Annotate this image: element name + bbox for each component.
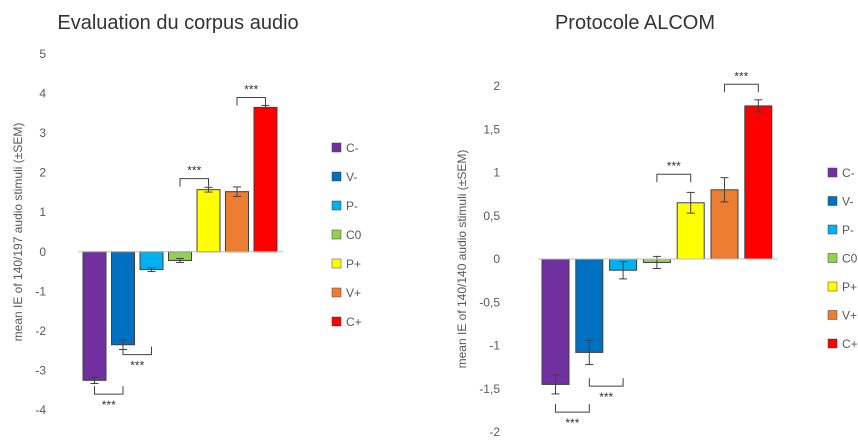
significance-label: *** [565, 416, 579, 430]
legend-entry: C+ [842, 337, 858, 351]
bar-P- [139, 251, 164, 271]
legend-entry: V+ [842, 309, 857, 323]
significance-label: *** [667, 159, 681, 173]
chart-title: Protocole ALCOM [555, 12, 715, 34]
legend-swatch [331, 171, 342, 182]
legend-swatch [331, 287, 342, 298]
y-tick-label: 1,5 [483, 122, 500, 136]
y-tick-label: 4 [39, 87, 46, 101]
significance-bracket [656, 173, 692, 183]
y-axis-label: mean IE of 140/197 audio stimuli (±SEM) [11, 123, 25, 342]
y-tick-label: -1,5 [479, 382, 500, 396]
y-tick-label: 0 [39, 245, 46, 259]
y-tick-label: 1 [39, 205, 46, 219]
legend-entry: C+ [346, 315, 362, 329]
y-tick-label: -0,5 [479, 295, 500, 309]
y-tick-label: -2 [35, 324, 46, 338]
y-tick-label: -4 [35, 403, 46, 417]
significance-bracket [555, 404, 590, 413]
legend-entry: C0 [842, 252, 858, 266]
chart-title: Evaluation du corpus audio [57, 12, 298, 34]
significance-label: *** [102, 398, 116, 412]
significance-bracket [724, 83, 759, 93]
significance-label: *** [244, 83, 258, 97]
legend-swatch [827, 167, 838, 178]
legend-swatch [331, 200, 342, 211]
significance-bracket [94, 386, 124, 395]
significance-label: *** [187, 164, 201, 178]
legend-swatch [331, 316, 342, 327]
y-tick-label: 0 [493, 252, 500, 266]
y-tick-label: -1 [489, 339, 500, 353]
chart-right: Protocole ALCOM mean IE of 140/140 audio… [455, 12, 858, 439]
bar-C- [541, 258, 570, 385]
significance-label: *** [599, 390, 613, 404]
significance-bracket [179, 178, 209, 187]
legend-entry: V+ [346, 286, 361, 300]
y-tick-label: -3 [35, 363, 46, 377]
y-tick-label: 0,5 [483, 209, 500, 223]
significance-bracket [588, 378, 624, 387]
bar-V- [575, 258, 604, 353]
legend-entry: C0 [346, 228, 362, 242]
bar-C- [82, 251, 107, 381]
y-tick-label: 5 [39, 47, 46, 61]
y-tick-label: -1 [35, 284, 46, 298]
legend-swatch [331, 229, 342, 240]
significance-bracket [122, 346, 152, 356]
legend-swatch [827, 224, 838, 235]
significance-label: *** [130, 359, 144, 373]
legend-swatch [827, 196, 838, 206]
legend-swatch [331, 258, 342, 269]
y-tick-label: -2 [489, 425, 500, 436]
bar-C+ [744, 105, 773, 260]
legend-entry: P- [346, 199, 358, 213]
y-tick-label: 1 [493, 166, 500, 180]
bar-C+ [253, 106, 278, 253]
legend-entry: P+ [346, 257, 361, 271]
significance-bracket [236, 97, 266, 106]
legend-entry: P- [842, 223, 854, 237]
bar-V- [111, 251, 135, 346]
bar-P+ [196, 189, 221, 253]
y-tick-label: 2 [39, 166, 46, 180]
significance-label: *** [734, 69, 748, 83]
y-axis-label: mean IE of 140/140 audio stimuli (±SEM) [455, 150, 469, 369]
legend-entry: P+ [842, 280, 857, 294]
legend-entry: C- [842, 166, 855, 180]
legend-swatch [827, 310, 838, 320]
chart-left: Evaluation du corpus audio mean IE of 14… [11, 12, 362, 417]
legend-swatch [827, 338, 838, 349]
legend-swatch [331, 142, 342, 153]
legend-entry: C- [346, 141, 359, 155]
legend-entry: V- [842, 195, 853, 209]
y-tick-label: 3 [39, 126, 46, 140]
legend-swatch [827, 253, 838, 263]
y-tick-label: 2 [493, 79, 500, 93]
bar-V+ [225, 191, 249, 253]
legend-entry: V- [346, 170, 357, 184]
legend-swatch [827, 281, 838, 292]
